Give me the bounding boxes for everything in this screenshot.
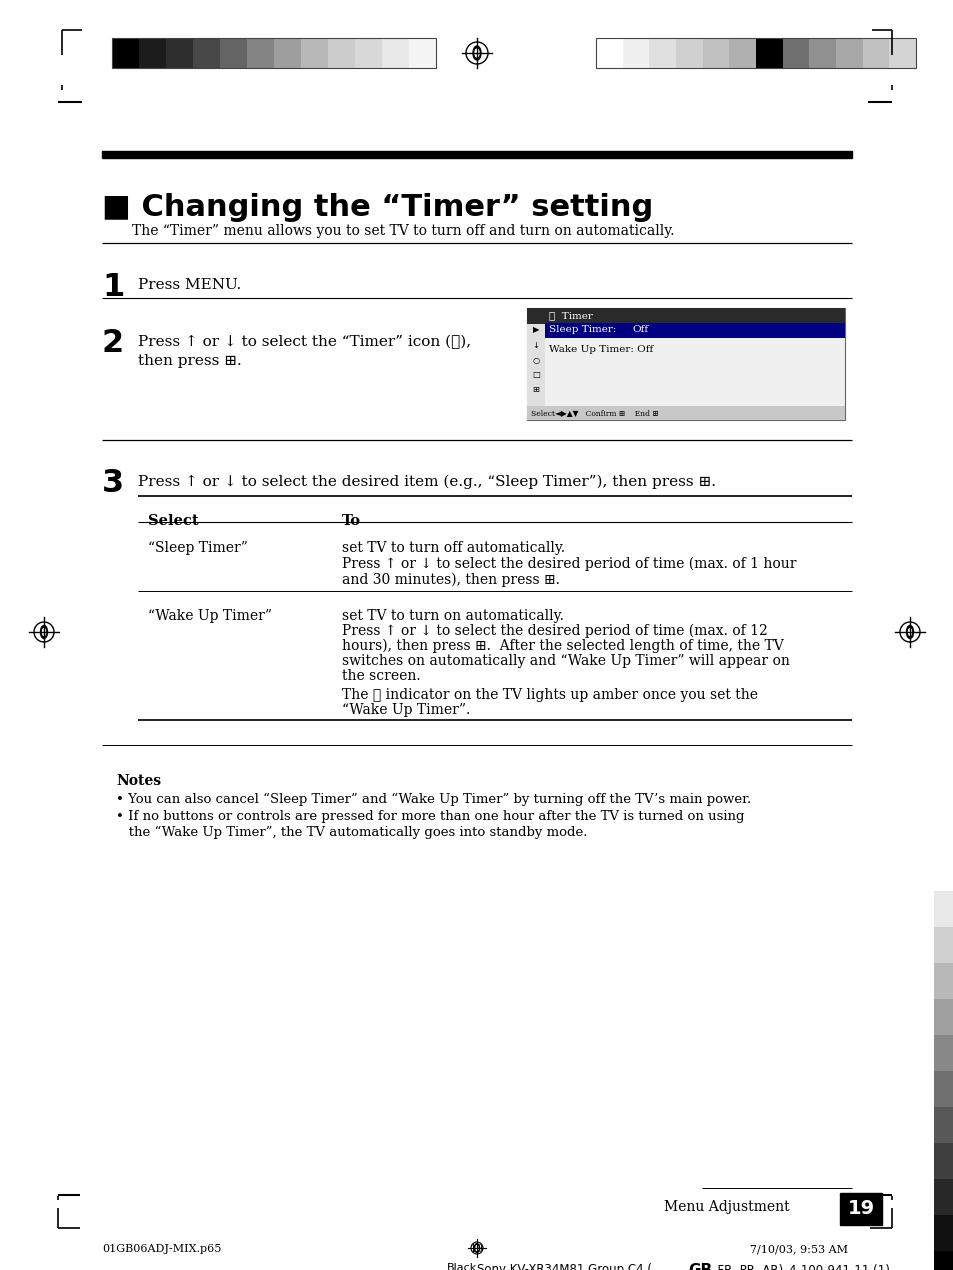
Text: and 30 minutes), then press ⊞.: and 30 minutes), then press ⊞. (341, 573, 559, 588)
Text: switches on automatically and “Wake Up Timer” will appear on: switches on automatically and “Wake Up T… (341, 654, 789, 668)
Text: , FR, PR, AR)_4-100-941-11 (1): , FR, PR, AR)_4-100-941-11 (1) (709, 1262, 889, 1270)
Ellipse shape (40, 626, 48, 639)
Bar (102, 151, 851, 157)
Bar (409, 38, 436, 69)
Bar (933, 927, 953, 963)
Bar (526, 324, 544, 420)
Text: Notes: Notes (116, 773, 161, 787)
Text: 3: 3 (102, 469, 124, 499)
Bar (247, 38, 274, 69)
Bar (220, 38, 247, 69)
Bar (933, 1215, 953, 1251)
Text: Sony KV-XR34M81 Group C4 (: Sony KV-XR34M81 Group C4 ( (476, 1262, 651, 1270)
Bar (755, 38, 781, 69)
Bar (381, 38, 409, 69)
Text: set TV to turn off automatically.: set TV to turn off automatically. (341, 541, 564, 555)
Text: ↓: ↓ (532, 340, 539, 349)
Bar (862, 38, 888, 69)
Bar (301, 38, 328, 69)
Bar (781, 38, 808, 69)
Bar (808, 38, 835, 69)
Bar (933, 1107, 953, 1143)
Text: set TV to turn on automatically.: set TV to turn on automatically. (341, 610, 563, 624)
Ellipse shape (907, 629, 910, 635)
Bar (933, 1143, 953, 1179)
Text: “Sleep Timer”: “Sleep Timer” (148, 541, 248, 555)
Bar (544, 323, 844, 338)
Text: Press ↑ or ↓ to select the desired period of time (max. of 1 hour: Press ↑ or ↓ to select the desired perio… (341, 558, 796, 572)
Text: ▶: ▶ (532, 325, 538, 334)
Bar (933, 1179, 953, 1215)
Ellipse shape (473, 46, 480, 60)
Text: then press ⊞.: then press ⊞. (138, 354, 241, 368)
Bar (112, 38, 436, 69)
Text: Press ↑ or ↓ to select the “Timer” icon (⌚),: Press ↑ or ↓ to select the “Timer” icon … (138, 335, 471, 349)
Bar (933, 892, 953, 927)
Bar (139, 38, 166, 69)
Bar (274, 38, 301, 69)
Bar (649, 38, 676, 69)
Text: hours), then press ⊞.  After the selected length of time, the TV: hours), then press ⊞. After the selected… (341, 639, 783, 653)
Ellipse shape (476, 1246, 477, 1251)
Text: “Wake Up Timer”.: “Wake Up Timer”. (341, 704, 470, 718)
Text: Press MENU.: Press MENU. (138, 278, 241, 292)
Bar (933, 1035, 953, 1071)
Bar (596, 38, 915, 69)
Bar (622, 38, 649, 69)
Bar (840, 1193, 882, 1226)
Text: Select: Select (148, 514, 198, 528)
Ellipse shape (905, 626, 913, 639)
Bar (193, 38, 220, 69)
Text: GB: GB (687, 1262, 711, 1270)
Text: • If no buttons or controls are pressed for more than one hour after the TV is t: • If no buttons or controls are pressed … (116, 810, 743, 823)
Text: Menu Adjustment: Menu Adjustment (663, 1200, 789, 1214)
Text: Black: Black (446, 1262, 476, 1270)
Text: the “Wake Up Timer”, the TV automatically goes into standby mode.: the “Wake Up Timer”, the TV automaticall… (116, 826, 587, 839)
Ellipse shape (475, 50, 478, 57)
Bar (676, 38, 702, 69)
Bar (933, 855, 953, 892)
Text: ⊞: ⊞ (532, 386, 539, 395)
Bar (328, 38, 355, 69)
Text: ■ Changing the “Timer” setting: ■ Changing the “Timer” setting (102, 193, 653, 222)
Bar (355, 38, 381, 69)
Text: “Wake Up Timer”: “Wake Up Timer” (148, 610, 272, 624)
Bar (166, 38, 193, 69)
Bar (835, 38, 862, 69)
Ellipse shape (474, 1243, 479, 1252)
Bar (729, 38, 755, 69)
Text: Press ↑ or ↓ to select the desired period of time (max. of 12: Press ↑ or ↓ to select the desired perio… (341, 624, 767, 639)
Text: 7/10/03, 9:53 AM: 7/10/03, 9:53 AM (749, 1245, 847, 1253)
Text: Select◄▶▲▼   Confirm ⊞    End ⊞: Select◄▶▲▼ Confirm ⊞ End ⊞ (531, 409, 659, 417)
Bar (596, 38, 622, 69)
Bar (112, 38, 139, 69)
Bar (933, 1251, 953, 1270)
Text: ○: ○ (532, 356, 539, 364)
Bar (526, 309, 844, 324)
Bar (526, 406, 844, 420)
Text: Press ↑ or ↓ to select the desired item (e.g., “Sleep Timer”), then press ⊞.: Press ↑ or ↓ to select the desired item … (138, 475, 716, 489)
Text: The ⌚ indicator on the TV lights up amber once you set the: The ⌚ indicator on the TV lights up ambe… (341, 688, 758, 702)
Bar (933, 999, 953, 1035)
Bar (933, 963, 953, 999)
Text: 19: 19 (470, 1245, 483, 1253)
Text: Sleep Timer:: Sleep Timer: (548, 325, 616, 334)
Text: the screen.: the screen. (341, 669, 420, 683)
Text: The “Timer” menu allows you to set TV to turn off and turn on automatically.: The “Timer” menu allows you to set TV to… (132, 224, 674, 237)
Bar (526, 309, 844, 420)
Text: 1: 1 (102, 272, 124, 304)
Bar (702, 38, 729, 69)
Text: 01GB06ADJ-MIX.p65: 01GB06ADJ-MIX.p65 (102, 1245, 221, 1253)
Text: 19: 19 (846, 1199, 874, 1218)
Text: To: To (341, 514, 360, 528)
Text: □: □ (532, 371, 539, 380)
Text: Off: Off (631, 325, 647, 334)
Bar (888, 38, 915, 69)
Text: • You can also cancel “Sleep Timer” and “Wake Up Timer” by turning off the TV’s : • You can also cancel “Sleep Timer” and … (116, 792, 750, 806)
Ellipse shape (43, 629, 46, 635)
Bar (933, 1071, 953, 1107)
Text: 2: 2 (102, 328, 124, 359)
Text: ⌚  Timer: ⌚ Timer (548, 311, 592, 320)
Text: Wake Up Timer: Off: Wake Up Timer: Off (548, 345, 653, 354)
